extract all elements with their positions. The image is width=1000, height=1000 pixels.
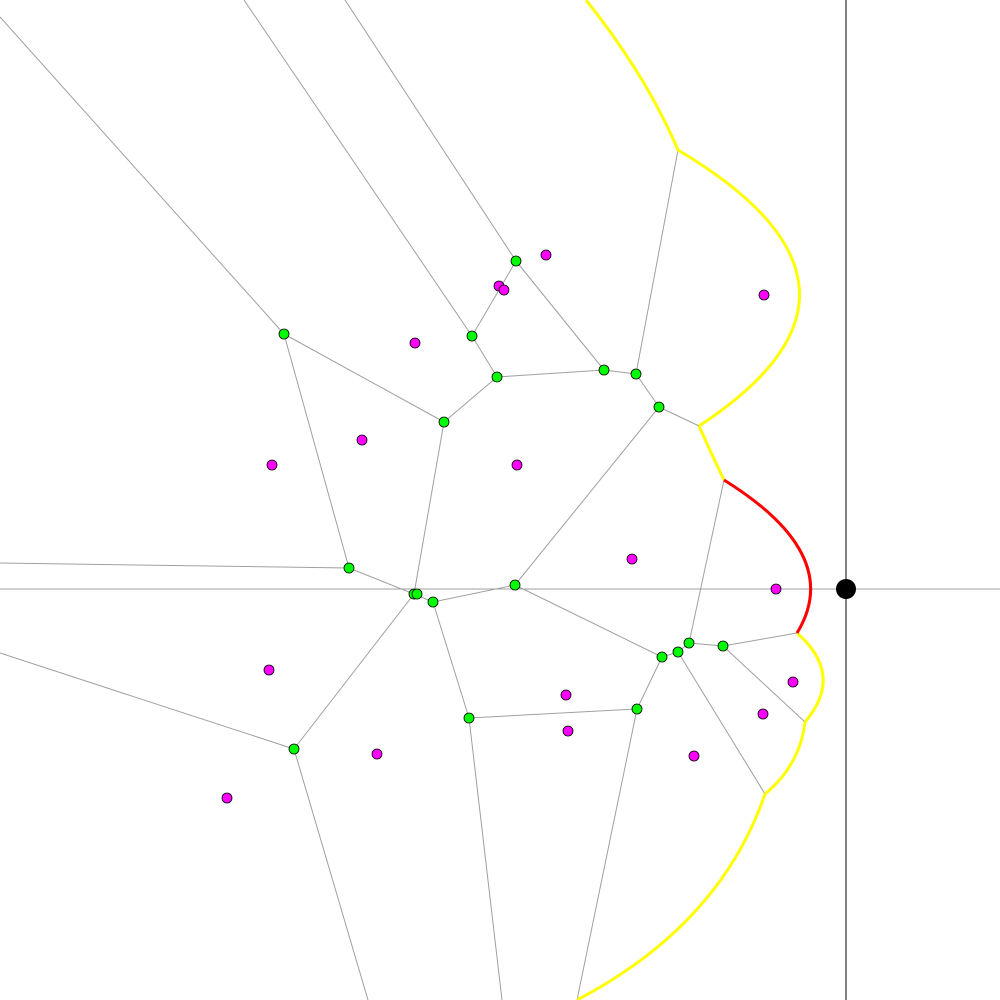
voronoi-edge: [243, 0, 473, 337]
beachline-arc: [796, 631, 825, 723]
active-arc: [723, 478, 813, 634]
voronoi-edge: [348, 567, 415, 595]
voronoi-edge: [514, 406, 660, 586]
site-point: [266, 459, 278, 471]
voronoi-edge: [0, 562, 350, 569]
active-arc-group: [723, 478, 813, 634]
voronoi-edge: [293, 593, 415, 750]
site-point: [560, 689, 572, 701]
voronoi-edge: [471, 260, 517, 337]
voronoi-edge: [677, 651, 766, 795]
voronoi-edge: [515, 260, 605, 371]
voronoi-edge: [658, 406, 700, 427]
voronoi-edge: [344, 0, 517, 262]
voronoi-vertex: [427, 596, 439, 608]
voronoi-vertex: [630, 368, 642, 380]
voronoi-edge: [688, 479, 725, 644]
site-point: [787, 676, 799, 688]
site-point: [757, 708, 769, 720]
voronoi-edge: [413, 421, 445, 595]
site-point: [688, 750, 700, 762]
site-point: [758, 289, 770, 301]
voronoi-vertex: [466, 330, 478, 342]
voronoi-vertex: [509, 579, 521, 591]
site-point: [626, 553, 638, 565]
beachline-arc: [576, 793, 767, 1000]
voronoi-vertex: [278, 328, 290, 340]
site-point: [770, 583, 782, 595]
beachline: [576, 0, 825, 1000]
voronoi-edge: [576, 708, 638, 1000]
site-point: [562, 725, 574, 737]
voronoi-edge: [283, 333, 350, 569]
voronoi-vertex: [343, 562, 355, 574]
voronoi-vertex: [438, 416, 450, 428]
voronoi-edge: [496, 369, 605, 378]
site-point: [221, 792, 233, 804]
voronoi-edge: [293, 748, 369, 1000]
site-point: [356, 434, 368, 446]
voronoi-edge: [514, 584, 663, 658]
voronoi-edge: [468, 708, 638, 719]
sites: [221, 249, 799, 804]
voronoi-vertex: [491, 371, 503, 383]
event-point-group: [836, 579, 856, 599]
voronoi-edge: [432, 601, 470, 719]
site-point: [511, 459, 523, 471]
voronoi-edge: [0, 652, 295, 750]
site-point: [371, 748, 383, 760]
event-point: [836, 579, 856, 599]
voronoi-edge: [283, 333, 445, 423]
beachline-arc: [584, 0, 680, 151]
voronoi-vertex: [463, 712, 475, 724]
site-point: [409, 337, 421, 349]
voronoi-vertex: [683, 637, 695, 649]
voronoi-vertex: [672, 646, 684, 658]
beachline-arc: [677, 148, 801, 428]
voronoi-edge: [432, 584, 516, 603]
voronoi-vertex: [656, 651, 668, 663]
voronoi-vertex: [653, 401, 665, 413]
site-point: [540, 249, 552, 261]
voronoi-vertex: [717, 640, 729, 652]
voronoi-edge: [636, 656, 663, 710]
voronoi-edges: [0, 0, 806, 1000]
site-point: [263, 664, 275, 676]
voronoi-vertex: [598, 364, 610, 376]
voronoi-vertex: [288, 743, 300, 755]
voronoi-edge: [635, 373, 660, 408]
voronoi-edge: [722, 632, 798, 647]
voronoi-edge: [0, 16, 285, 335]
voronoi-edge: [468, 717, 503, 1000]
beachline-arc: [764, 721, 807, 796]
voronoi-edge: [443, 376, 498, 423]
site-point: [498, 284, 510, 296]
voronoi-vertices: [278, 255, 729, 755]
voronoi-edge: [722, 645, 806, 723]
voronoi-vertex: [411, 588, 423, 600]
beachline-arc: [697, 425, 726, 481]
voronoi-edge: [471, 335, 498, 378]
voronoi-edge: [635, 149, 679, 375]
voronoi-vertex: [510, 255, 522, 267]
voronoi-edge: [688, 642, 724, 647]
voronoi-vertex: [631, 703, 643, 715]
